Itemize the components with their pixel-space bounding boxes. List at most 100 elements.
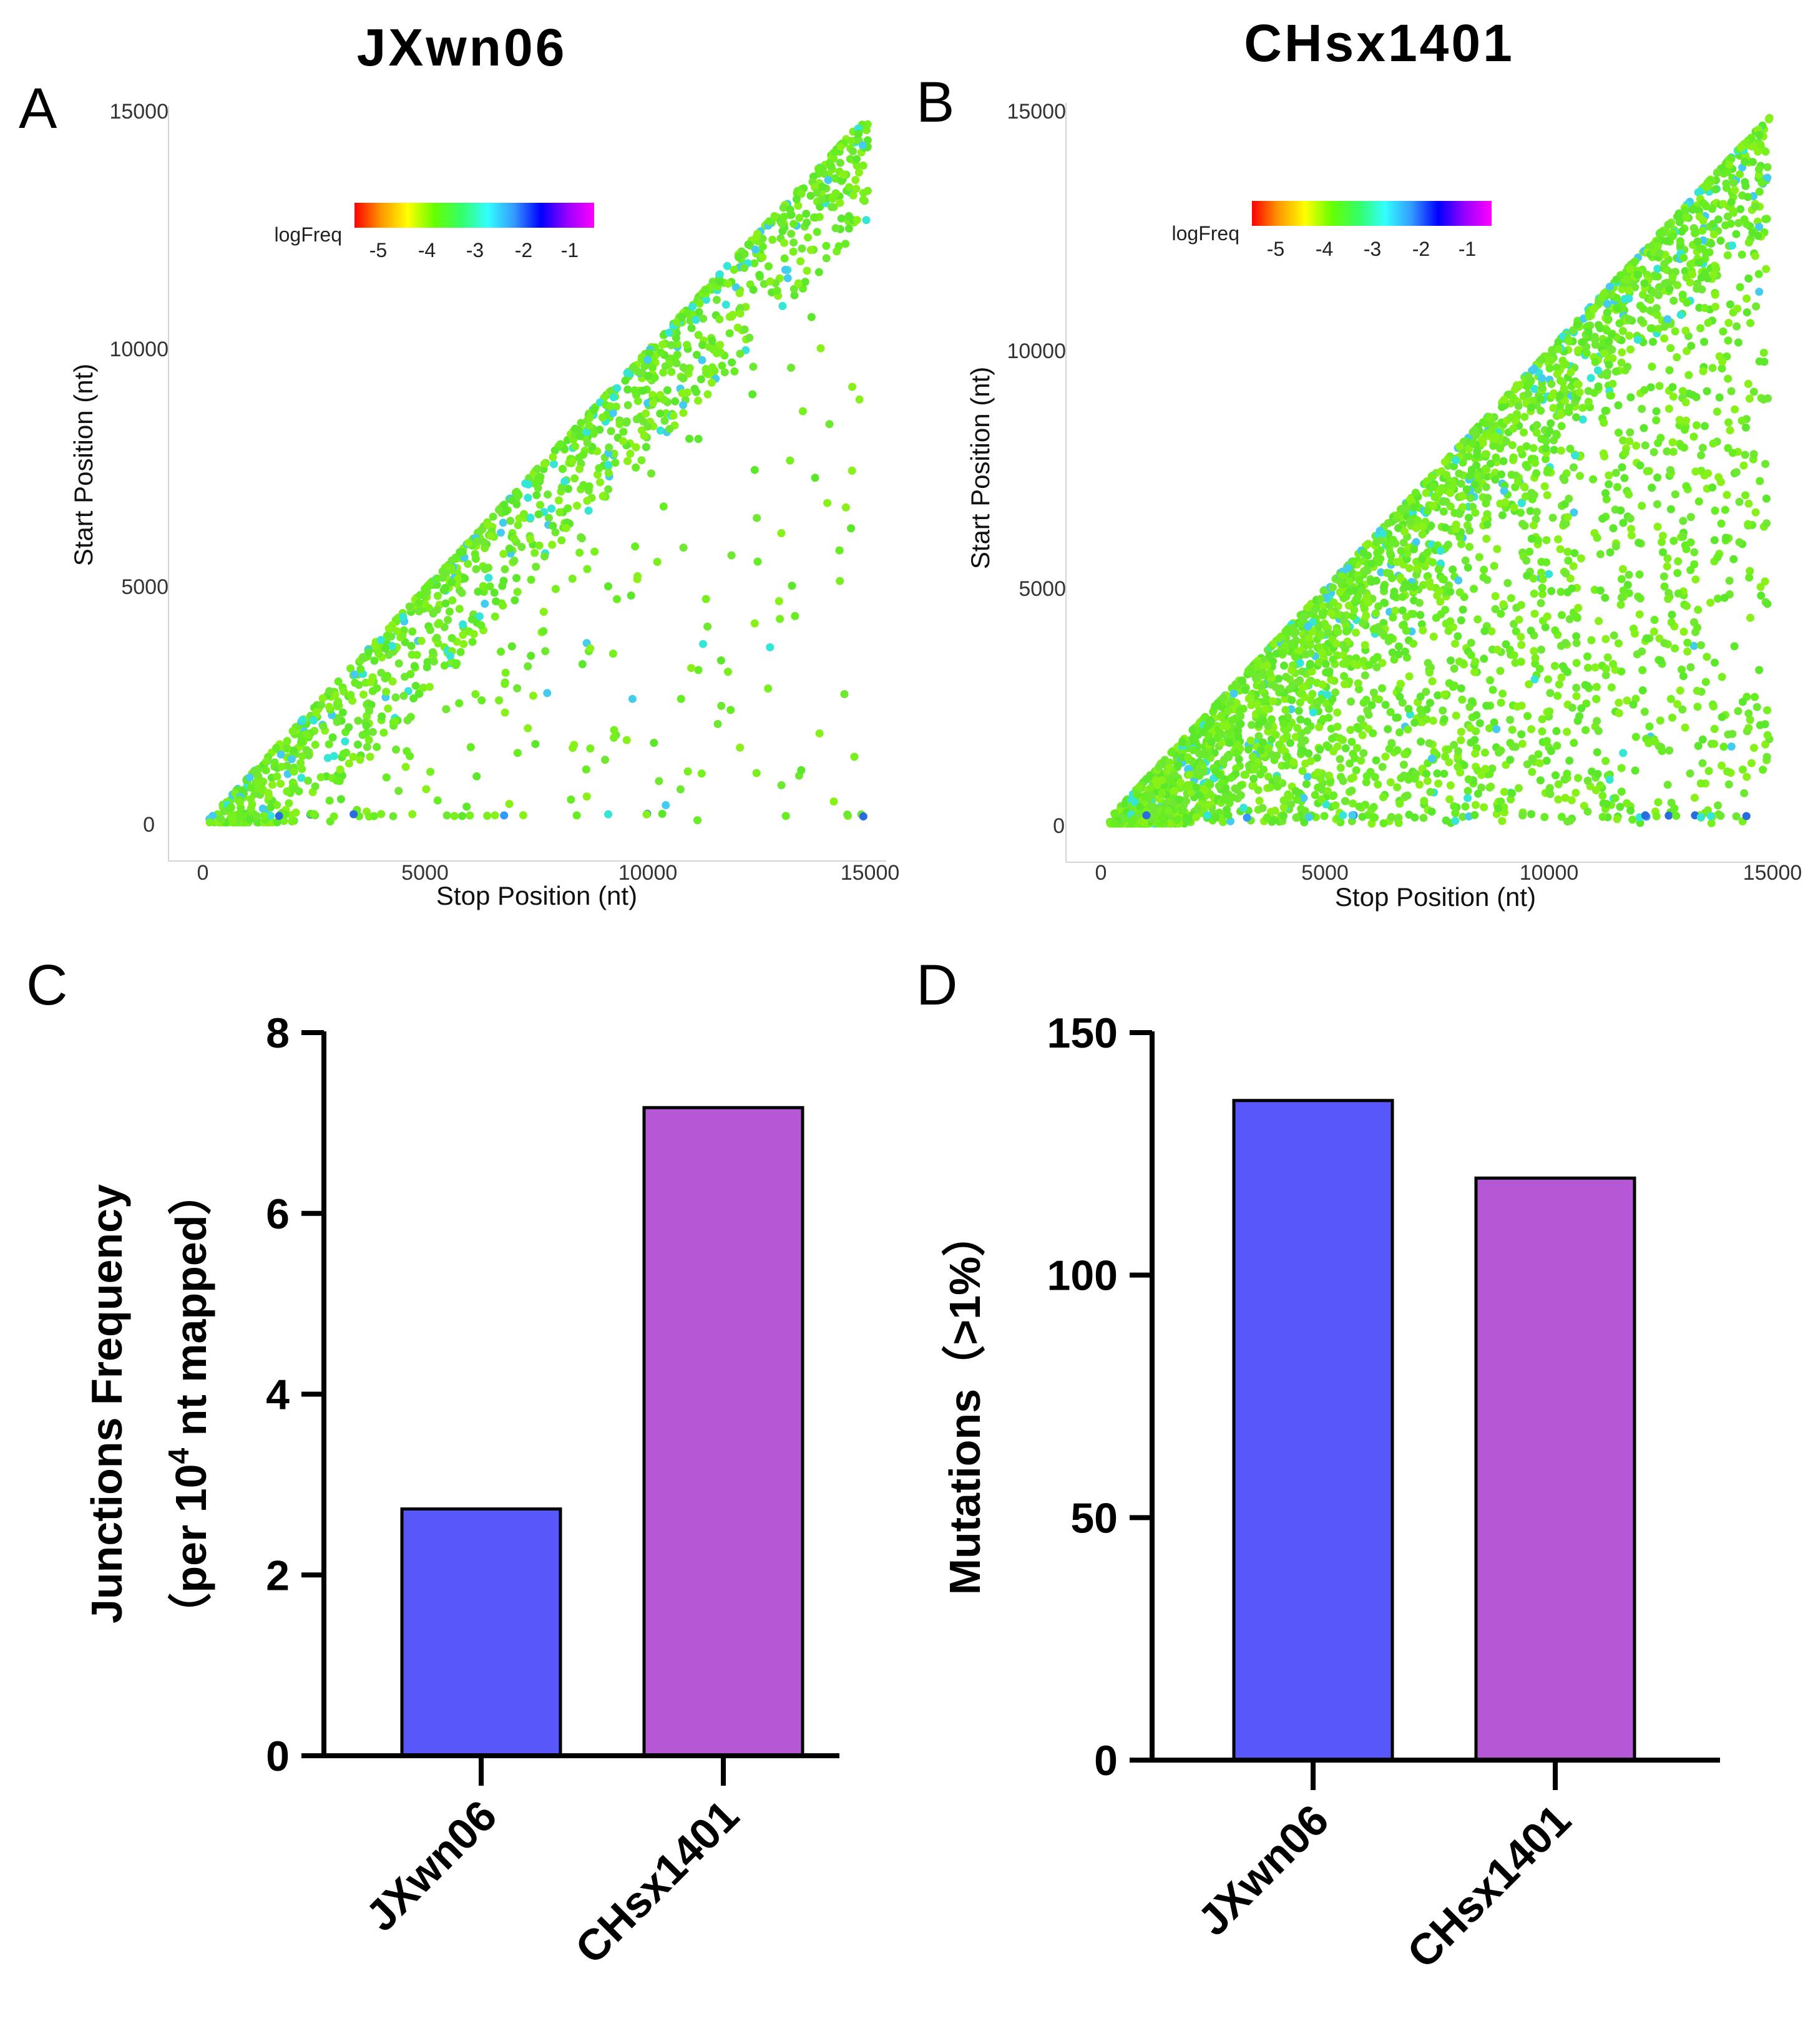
scatter-point — [752, 233, 761, 242]
scatter-point — [1652, 416, 1661, 425]
scatter-point — [341, 737, 349, 746]
scatter-point — [1397, 680, 1405, 688]
scatter-point — [1486, 459, 1495, 468]
scatter-point — [1646, 296, 1654, 304]
scatter-point — [1680, 426, 1689, 434]
scatter-point — [1487, 627, 1496, 636]
scatter-point — [748, 390, 757, 399]
scatter-point — [1304, 634, 1313, 643]
scatter-point — [1730, 642, 1739, 651]
scatter-point — [1493, 645, 1502, 654]
scatter-point — [1304, 813, 1313, 822]
scatter-point — [1437, 610, 1445, 618]
scatter-point — [1660, 334, 1669, 343]
scatter-points-a — [205, 120, 872, 827]
scatter-point — [548, 540, 557, 549]
scatter-point — [1714, 801, 1723, 810]
scatter-point — [1636, 461, 1645, 470]
scatter-point — [1678, 227, 1686, 236]
scatter-point — [1473, 447, 1482, 455]
x-tick-b-0: 0 — [1095, 861, 1107, 885]
scatter-point — [679, 374, 688, 382]
scatter-point — [531, 740, 540, 748]
scatter-point — [384, 625, 393, 633]
y-tick-a-0: 0 — [143, 813, 155, 837]
scatter-point — [1752, 703, 1761, 711]
scatter-point — [1388, 648, 1397, 657]
scatter-point — [647, 469, 655, 478]
scatter-point — [1532, 429, 1541, 437]
scatter-point — [1555, 392, 1564, 401]
scatter-point — [557, 536, 566, 545]
scatter-point — [679, 543, 688, 552]
scatter-point — [451, 661, 460, 669]
scatter-point — [1279, 796, 1288, 805]
scatter-point — [556, 440, 565, 449]
scatter-point — [1469, 439, 1477, 447]
scatter-point — [1693, 686, 1701, 695]
scatter-point — [1349, 773, 1357, 782]
scatter-point — [491, 811, 499, 820]
scatter-point — [1592, 695, 1601, 704]
scatter-point — [1611, 542, 1620, 551]
chart-title-b: CHsx1401 — [1244, 14, 1515, 72]
scatter-point — [1523, 572, 1532, 580]
scatter-point — [1350, 606, 1359, 614]
scatter-point — [1135, 783, 1143, 792]
scatter-point — [377, 810, 386, 819]
scatter-point — [1325, 771, 1334, 780]
scatter-point — [1626, 393, 1635, 402]
scatter-point — [1578, 415, 1587, 424]
scatter-point — [766, 277, 775, 286]
scatter-point — [1471, 509, 1480, 517]
scatter-point — [1742, 138, 1751, 147]
scatter-point — [1450, 741, 1459, 749]
scatter-point — [1714, 215, 1723, 224]
scatter-point — [1719, 327, 1728, 336]
scatter-point — [472, 565, 481, 573]
scatter-point — [1747, 759, 1756, 767]
scatter-point — [371, 642, 379, 651]
scatter-point — [1626, 428, 1635, 437]
scatter-point — [373, 742, 381, 751]
scatter-point — [1616, 506, 1625, 515]
scatter-point — [1669, 231, 1678, 240]
scatter-point — [845, 183, 853, 192]
scatter-point — [683, 341, 692, 349]
scatter-point — [1617, 667, 1626, 676]
y-axis-label-c-line2: （per 104 nt mapped） — [162, 1171, 215, 1636]
scatter-point — [1601, 489, 1610, 497]
scatter-point — [1635, 610, 1644, 619]
scatter-point — [1435, 587, 1444, 596]
scatter-point — [500, 500, 509, 509]
scatter-point — [1390, 655, 1399, 664]
scatter-point — [1497, 610, 1505, 618]
scatter-point — [835, 546, 844, 555]
scatter-point — [388, 677, 397, 686]
scatter-point — [379, 728, 388, 737]
scatter-point — [567, 796, 575, 804]
x-category-d-1: JXwn06 — [1188, 1795, 1337, 1944]
scatter-point — [605, 443, 613, 452]
scatter-point — [1399, 761, 1408, 769]
scatter-point — [1545, 427, 1554, 435]
scatter-point — [1731, 405, 1739, 414]
scatter-point — [1701, 422, 1709, 431]
scatter-point — [1422, 769, 1431, 778]
scatter-point — [803, 266, 811, 275]
scatter-point — [1542, 738, 1551, 747]
scatter-point — [1483, 472, 1492, 481]
scatter-point — [554, 496, 563, 505]
scatter-point — [716, 341, 725, 349]
scatter-point — [1367, 701, 1376, 709]
scatter-point — [513, 588, 522, 596]
scatter-point — [1755, 288, 1764, 296]
scatter-point — [297, 774, 306, 782]
scatter-point — [1327, 609, 1336, 617]
scatter-point — [1560, 665, 1569, 674]
scatter-point — [1380, 583, 1388, 591]
scatter-point — [1525, 547, 1534, 556]
scatter-point — [1458, 695, 1467, 704]
scatter-point — [354, 716, 363, 725]
scatter-point — [1451, 817, 1460, 825]
